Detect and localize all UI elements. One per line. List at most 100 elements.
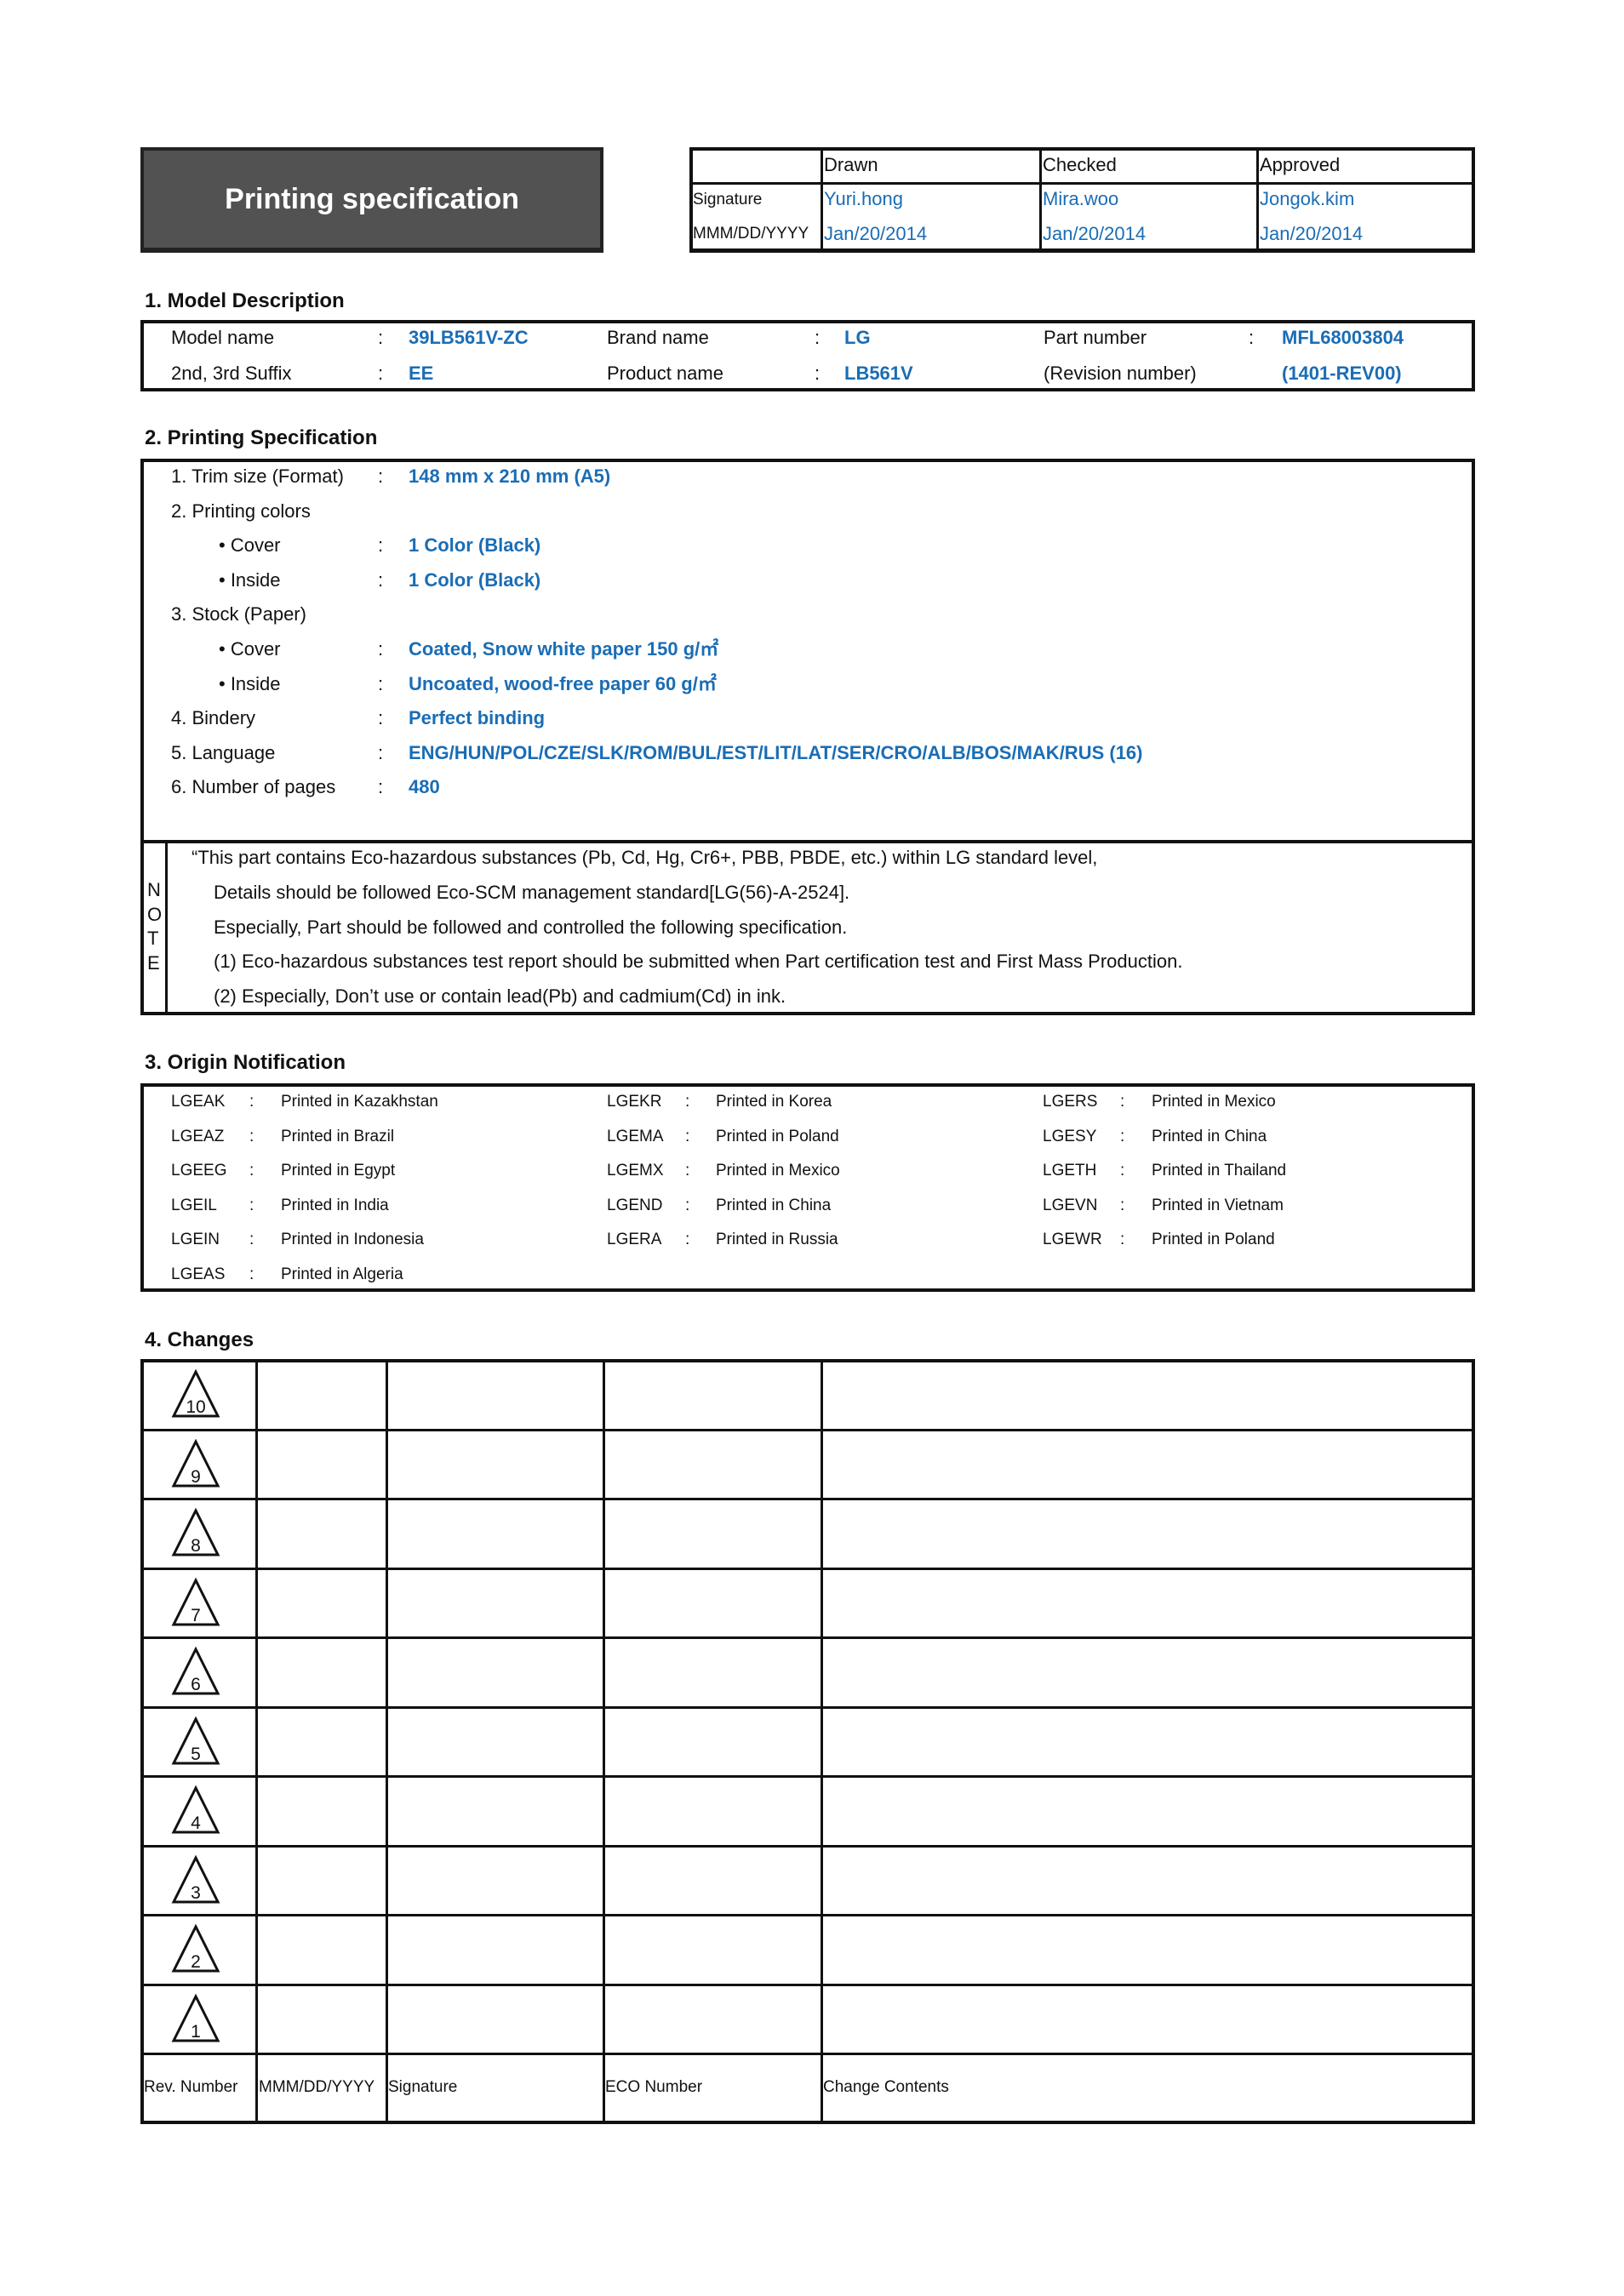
row-divider (140, 2053, 1475, 2055)
spec-value: 1 Color (Black) (409, 534, 541, 557)
date-value: Jan/20/2014 (1043, 223, 1147, 244)
revision-triangle-icon (170, 1577, 221, 1627)
sign-column-header: Approved (1260, 154, 1341, 175)
colon: : (685, 1093, 690, 1111)
revision-number: 4 (191, 1813, 201, 1833)
spec-value: 480 (409, 776, 440, 798)
column-divider (255, 1359, 258, 2124)
row-divider (140, 1567, 1475, 1570)
field-label: Brand name (607, 327, 709, 348)
origin-country: Printed in Korea (716, 1093, 832, 1111)
sign-table (689, 147, 1475, 253)
revision-number: 8 (191, 1536, 201, 1556)
note-letter: N (147, 879, 161, 900)
row-divider (140, 1428, 1475, 1431)
field-label: Part number (1044, 327, 1147, 348)
date-value: Jan/20/2014 (824, 223, 928, 244)
colon: : (1120, 1162, 1125, 1180)
changes-table (140, 1359, 1475, 2124)
row-divider (140, 1775, 1475, 1778)
origin-country: Printed in Poland (716, 1127, 839, 1145)
colon: : (249, 1093, 254, 1111)
revision-number: 2 (191, 1952, 201, 1972)
revision-triangle-icon (170, 1993, 221, 2043)
spec-label: • Inside (219, 568, 281, 591)
revision-number: 7 (191, 1605, 201, 1625)
note-line: (2) Especially, Don’t use or contain lea… (214, 985, 786, 1008)
revision-triangle-icon (170, 1854, 221, 1905)
row-divider (140, 1498, 1475, 1500)
spec-value: ENG/HUN/POL/CZE/SLK/ROM/BUL/EST/LIT/LAT/… (409, 741, 1143, 763)
signature-value: Jongok.kim (1260, 188, 1355, 209)
date-value: Jan/20/2014 (1260, 223, 1364, 244)
field-label: Product name (607, 363, 723, 384)
row-divider (140, 1983, 1475, 1986)
revision-number: 3 (191, 1882, 201, 1903)
section-heading-origin: 3. Origin Notification (145, 1051, 346, 1074)
origin-country: Printed in India (281, 1196, 389, 1214)
spec-label: • Cover (219, 534, 281, 557)
note-column-divider (165, 842, 168, 1015)
origin-code: LGEIL (171, 1196, 217, 1214)
column-divider (603, 1359, 605, 2124)
spec-value: 148 mm x 210 mm (A5) (409, 465, 611, 487)
model-box (140, 320, 1475, 391)
sign-column-header: Drawn (824, 154, 878, 175)
spec-label: 6. Number of pages (171, 776, 336, 798)
colon: : (378, 363, 384, 384)
colon: : (378, 741, 384, 763)
footer-label: Rev. Number (144, 2078, 238, 2096)
signature-value: Mira.woo (1043, 188, 1119, 209)
colon: : (249, 1196, 254, 1214)
signature-value: Yuri.hong (824, 188, 903, 209)
colon: : (378, 707, 384, 729)
origin-code: LGERS (1043, 1093, 1098, 1111)
revision-number: 1 (191, 2021, 201, 2042)
note-letter: O (147, 903, 163, 925)
origin-country: Printed in Mexico (716, 1162, 840, 1180)
origin-country: Printed in Poland (1152, 1231, 1275, 1249)
spec-value: Uncoated, wood-free paper 60 g/㎡ (409, 672, 717, 694)
colon: : (378, 638, 384, 660)
origin-code: LGEIN (171, 1231, 220, 1249)
origin-country: Printed in Algeria (281, 1265, 403, 1283)
colon: : (1120, 1093, 1125, 1111)
note-line: Details should be followed Eco-SCM manag… (214, 881, 850, 903)
field-value: 39LB561V-ZC (409, 327, 529, 348)
table-divider (1256, 147, 1259, 253)
colon: : (685, 1127, 690, 1145)
origin-code: LGEAS (171, 1265, 226, 1283)
note-letter: E (147, 951, 160, 974)
origin-box (140, 1083, 1475, 1292)
spec-label: • Cover (219, 638, 281, 660)
footer-label: MMM/DD/YYYY (259, 2078, 375, 2096)
origin-code: LGETH (1043, 1162, 1097, 1180)
footer-label: Change Contents (823, 2078, 949, 2096)
column-divider (386, 1359, 388, 2124)
origin-code: LGESY (1043, 1127, 1097, 1145)
note-line: Especially, Part should be followed and … (214, 916, 848, 938)
origin-code: LGERA (607, 1231, 662, 1249)
section-heading-changes: 4. Changes (145, 1328, 254, 1351)
field-value: MFL68003804 (1282, 327, 1404, 348)
colon: : (249, 1162, 254, 1180)
colon: : (1249, 327, 1255, 348)
origin-code: LGEAZ (171, 1127, 225, 1145)
revision-triangle-icon (170, 1646, 221, 1696)
colon: : (378, 568, 384, 591)
origin-code: LGEKR (607, 1093, 662, 1111)
revision-number: 5 (191, 1744, 201, 1764)
page-title: Printing specification (140, 147, 603, 253)
field-value: EE (409, 363, 434, 384)
spec-value: 1 Color (Black) (409, 568, 541, 591)
footer-label: ECO Number (605, 2078, 703, 2096)
colon: : (378, 534, 384, 557)
revision-triangle-icon (170, 1716, 221, 1766)
colon: : (249, 1127, 254, 1145)
origin-code: LGEND (607, 1196, 663, 1214)
spec-label: 5. Language (171, 741, 276, 763)
field-label: (Revision number) (1044, 363, 1197, 384)
table-divider (689, 182, 1475, 185)
spec-label: 3. Stock (Paper) (171, 603, 306, 625)
row-divider (140, 1636, 1475, 1639)
